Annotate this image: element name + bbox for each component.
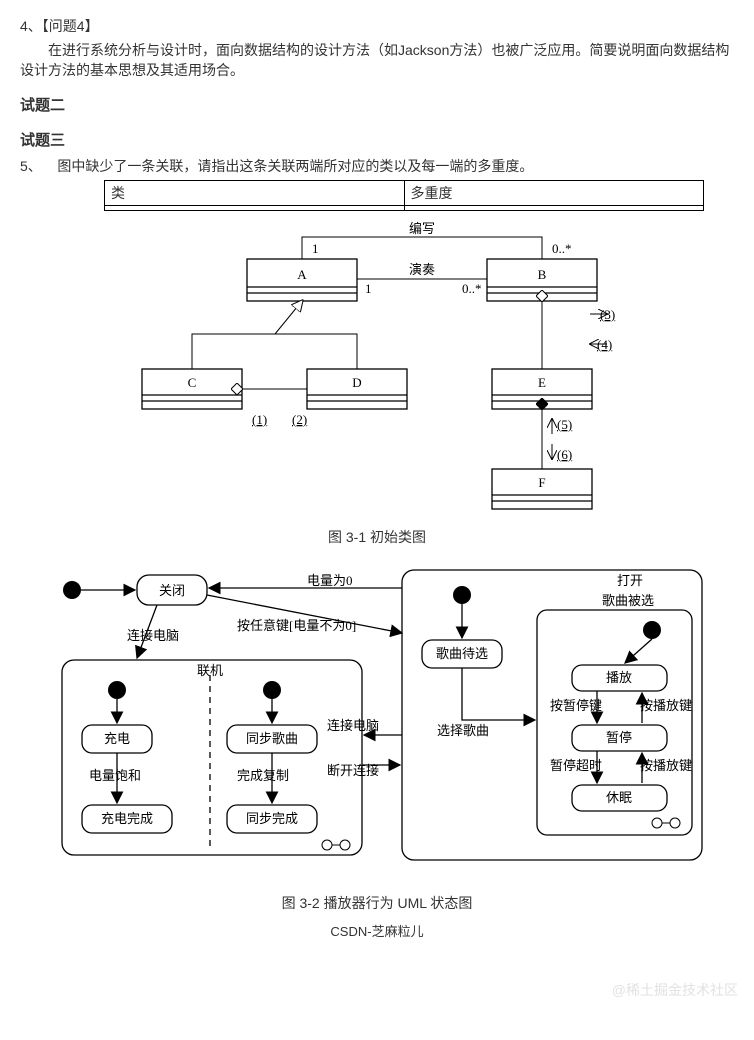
st-pause: 暂停 <box>606 730 632 745</box>
td <box>404 206 704 211</box>
box-a: A <box>297 267 307 282</box>
lb-songsel: 歌曲被选 <box>602 593 654 608</box>
st-online: 联机 <box>197 663 223 678</box>
box-e: E <box>538 375 546 390</box>
box-c: C <box>188 375 197 390</box>
st-play: 播放 <box>606 670 632 685</box>
st-syncdone: 同步完成 <box>246 811 298 826</box>
st-sleep: 休眠 <box>606 790 632 805</box>
lb-power0: 电量为0 <box>307 573 353 588</box>
q5-line: 5、 图中缺少了一条关联，请指出这条关联两端所对应的类以及每一端的多重度。 <box>20 156 734 176</box>
th-mult: 多重度 <box>404 181 704 206</box>
mult-a0: 0..* <box>552 241 572 256</box>
st-songwait: 歌曲待选 <box>436 646 488 661</box>
lb-connpc2: 连接电脑 <box>327 718 379 733</box>
section-2-title: 试题二 <box>20 94 734 115</box>
q5-num: 5、 <box>20 158 42 174</box>
section-3-title: 试题三 <box>20 129 734 150</box>
box-d: D <box>352 375 361 390</box>
fig1-caption: 图 3-1 初始类图 <box>20 527 734 547</box>
q4-body: 在进行系统分析与设计时，面向数据结构的设计方法（如Jackson方法）也被广泛应… <box>20 40 734 80</box>
table-row: 类 多重度 <box>105 181 704 206</box>
q5-table: 类 多重度 <box>104 180 704 211</box>
lb-connpc: 连接电脑 <box>127 628 179 643</box>
table-row <box>105 206 704 211</box>
fig1-svg: A B C D E F 编写 1 0..* 演奏 1 0..* (1) (2) … <box>97 219 657 519</box>
assoc-yz: 演奏 <box>409 262 435 277</box>
lb-playkey: 按播放键 <box>640 698 692 713</box>
n2: (2) <box>292 412 307 427</box>
n5: (5) <box>557 417 572 432</box>
q4-tag: 【问题4】 <box>42 18 99 34</box>
watermark: @稀土掘金技术社区 <box>612 980 738 1000</box>
box-b: B <box>538 267 547 282</box>
n6: (6) <box>557 447 572 462</box>
lb-selsong: 选择歌曲 <box>437 723 489 738</box>
assoc-bx: 编写 <box>409 221 435 236</box>
mult-a1: 1 <box>312 241 319 256</box>
lb-pausekey: 按暂停键 <box>550 698 602 713</box>
st-sync: 同步歌曲 <box>246 731 298 746</box>
mult-b0: 0..* <box>462 281 482 296</box>
lb-timeout: 暂停超时 <box>550 758 602 773</box>
lb-copydone: 完成复制 <box>237 768 289 783</box>
mult-b1: 1 <box>365 281 372 296</box>
lb-full: 电量饱和 <box>89 768 141 783</box>
st-open: 打开 <box>617 573 643 588</box>
st-chargedone: 充电完成 <box>101 811 153 826</box>
box-f: F <box>538 475 545 490</box>
footer: CSDN-芝麻粒儿 <box>20 921 734 940</box>
td <box>105 206 405 211</box>
q5-body: 图中缺少了一条关联，请指出这条关联两端所对应的类以及每一端的多重度。 <box>57 158 533 174</box>
st-charge: 充电 <box>104 731 130 746</box>
st-close: 关闭 <box>159 583 185 598</box>
fig2-caption: 图 3-2 播放器行为 UML 状态图 <box>20 893 734 913</box>
q4-line1: 4、【问题4】 <box>20 16 734 36</box>
q4-num: 4、 <box>20 18 42 34</box>
fig2-svg: 关闭 联机 打开 充电 充电完成 同步歌曲 同步完成 歌曲待选 播放 暂停 休眠… <box>27 555 727 885</box>
th-class: 类 <box>105 181 405 206</box>
lb-playkey2: 按播放键 <box>640 758 692 773</box>
n1: (1) <box>252 412 267 427</box>
